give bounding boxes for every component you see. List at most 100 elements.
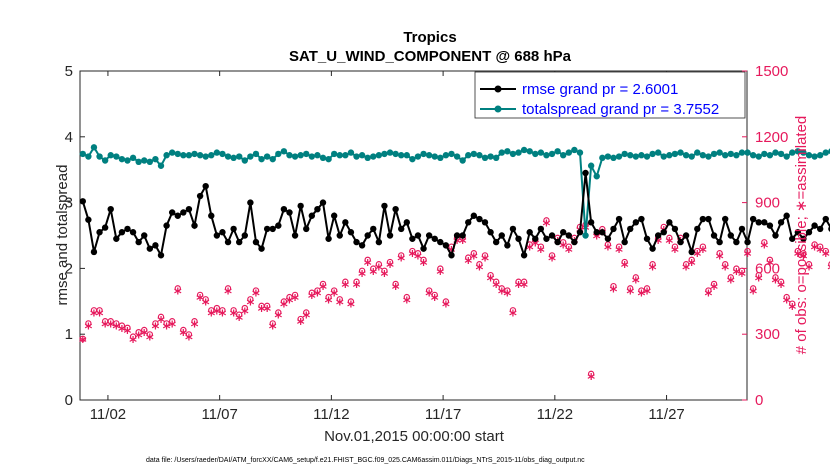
obs-assimilated-point: * xyxy=(146,331,154,349)
rmse-point xyxy=(638,215,645,223)
obs-possible-point xyxy=(688,256,695,264)
totalspread-point xyxy=(800,149,807,156)
totalspread-point xyxy=(733,152,740,159)
obs-assimilated-point: * xyxy=(369,265,377,283)
obs-possible-point xyxy=(789,300,796,307)
rmse-point xyxy=(291,232,299,239)
rmse-point xyxy=(554,238,561,246)
totalspread-point xyxy=(543,152,550,159)
obs-possible-point xyxy=(610,282,617,290)
rmse-point xyxy=(96,229,103,236)
obs-assimilated-point: * xyxy=(179,326,187,344)
totalspread-point xyxy=(208,152,215,159)
x-tick-label-5: 11/27 xyxy=(648,406,684,423)
totalspread-point xyxy=(610,154,617,162)
rmse-point xyxy=(716,238,723,246)
obs-assimilated-point: * xyxy=(705,287,713,305)
totalspread-point xyxy=(643,153,651,160)
obs-assimilated-point: * xyxy=(252,287,260,305)
rmse-point xyxy=(476,215,483,223)
rmse-point xyxy=(800,235,807,242)
obs-assimilated-point: * xyxy=(431,291,439,309)
totalspread-point xyxy=(504,148,511,155)
rmse-point xyxy=(470,212,478,219)
totalspread-point xyxy=(152,155,159,163)
obs-assimilated-point: * xyxy=(822,247,830,265)
obs-assimilated-point: * xyxy=(766,256,774,274)
totalspread-point xyxy=(437,154,444,162)
obs-assimilated-point: * xyxy=(732,265,740,283)
totalspread-point xyxy=(526,148,533,155)
totalspread-point xyxy=(777,150,785,158)
rmse-point xyxy=(615,215,623,223)
obs-possible-point xyxy=(85,320,92,327)
totalspread-point xyxy=(766,152,774,159)
totalspread-point xyxy=(805,152,813,159)
rmse-point xyxy=(515,235,522,242)
obs-possible-point xyxy=(219,307,226,314)
obs-possible-point xyxy=(230,307,237,314)
totalspread-point xyxy=(677,149,684,156)
obs-assimilated-point: * xyxy=(286,293,294,311)
totalspread-point xyxy=(101,157,109,164)
obs-assimilated-point: * xyxy=(464,254,472,272)
obs-possible-point xyxy=(180,326,187,334)
totalspread-point xyxy=(403,152,410,159)
rmse-point xyxy=(303,225,310,233)
obs-assimilated-point: * xyxy=(185,331,193,349)
rmse-point xyxy=(738,225,746,233)
rmse-point xyxy=(777,219,785,226)
obs-possible-point xyxy=(325,293,332,301)
obs-assimilated-point: * xyxy=(526,241,534,259)
totalspread-point xyxy=(621,150,628,158)
totalspread-point xyxy=(213,149,221,156)
rmse-point xyxy=(107,205,114,213)
rmse-point xyxy=(504,242,511,249)
obs-assimilated-point: * xyxy=(224,285,232,303)
obs-assimilated-point: * xyxy=(459,234,467,252)
rmse-point xyxy=(319,199,327,206)
rmse-point xyxy=(381,202,388,210)
rmse-point xyxy=(174,212,181,219)
obs-possible-point xyxy=(353,278,360,285)
obs-assimilated-point: * xyxy=(509,306,517,324)
obs-assimilated-point: * xyxy=(124,324,132,342)
y-right-tick-label-4: 1200 xyxy=(755,129,788,146)
totalspread-point xyxy=(554,148,561,155)
rmse-point xyxy=(236,238,243,246)
rmse-point xyxy=(168,209,176,216)
obs-possible-point xyxy=(481,252,489,259)
rmse-point xyxy=(805,229,813,236)
totalspread-point xyxy=(498,149,505,156)
obs-assimilated-point: * xyxy=(79,333,87,351)
totalspread-point xyxy=(409,155,416,163)
rmse-point xyxy=(336,232,343,239)
obs-possible-point xyxy=(761,239,768,246)
rmse-point xyxy=(230,225,237,233)
rmse-point xyxy=(660,229,667,236)
rmse-point xyxy=(219,229,226,236)
obs-possible-point xyxy=(632,274,640,281)
obs-assimilated-point: * xyxy=(632,274,640,292)
x-tick-label-2: 11/12 xyxy=(313,406,349,423)
rmse-point xyxy=(688,248,695,256)
legend-rmse-label: rmse grand pr = 2.6001 xyxy=(522,81,678,98)
chart-title: Tropics xyxy=(403,29,456,46)
totalspread-point xyxy=(219,150,226,158)
legend-totalspread-marker xyxy=(494,105,502,113)
rmse-point xyxy=(744,238,751,246)
rmse-point xyxy=(330,212,338,219)
rmse-point xyxy=(275,222,282,229)
obs-possible-point xyxy=(755,271,762,279)
totalspread-point xyxy=(560,152,567,159)
obs-assimilated-point: * xyxy=(246,295,254,313)
totalspread-point xyxy=(520,146,528,154)
obs-assimilated-point: * xyxy=(269,320,277,338)
totalspread-point xyxy=(185,152,193,159)
obs-assimilated-point: * xyxy=(755,271,763,289)
obs-assimilated-point: * xyxy=(772,274,780,292)
rmse-point xyxy=(163,222,170,229)
totalspread-point xyxy=(325,155,332,163)
rmse-point xyxy=(749,215,757,223)
totalspread-point xyxy=(241,157,248,164)
